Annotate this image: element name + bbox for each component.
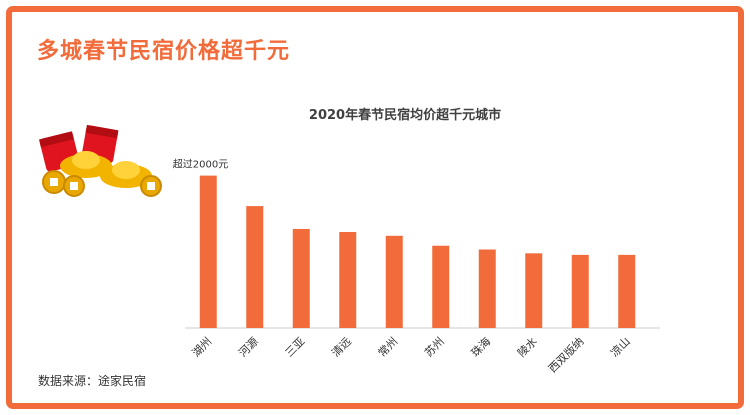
bar-5 — [385, 235, 403, 328]
bars-group — [199, 175, 636, 328]
x-tick-label: 常州 — [376, 335, 401, 360]
x-tick-labels-group: 湖州 河源 三亚 清远 常州 苏州 珠海 陵水 西双版纳 凉山 — [190, 334, 633, 375]
bar-annotation: 超过2000元 — [173, 158, 228, 171]
bar-3 — [292, 228, 310, 328]
bar-10 — [618, 254, 636, 328]
x-tick-label: 凉山 — [607, 334, 632, 359]
chart-title: 2020年春节民宿均价超千元城市 — [308, 108, 502, 123]
x-tick-label: 河源 — [235, 334, 260, 359]
bar-7 — [478, 249, 496, 328]
bar-9 — [571, 254, 589, 328]
chart-frame — [6, 6, 744, 409]
bar-6 — [432, 245, 450, 328]
data-source: 数据来源：途家民宿 — [38, 374, 147, 388]
bar-1 — [199, 175, 217, 328]
bar-8 — [525, 253, 543, 328]
page-title: 多城春节民宿价格超千元 — [37, 39, 291, 64]
bar-4 — [339, 232, 357, 328]
x-tick-label: 三亚 — [283, 335, 308, 360]
x-tick-label: 珠海 — [468, 334, 493, 359]
bar-2 — [246, 206, 264, 328]
x-tick-label: 清远 — [329, 335, 354, 360]
x-tick-label: 湖州 — [190, 335, 215, 360]
x-tick-label: 西双版纳 — [545, 334, 586, 375]
x-tick-label: 苏州 — [422, 335, 447, 360]
red-envelope-gold-ingot-icon — [38, 124, 162, 197]
x-tick-label: 陵水 — [515, 335, 540, 360]
